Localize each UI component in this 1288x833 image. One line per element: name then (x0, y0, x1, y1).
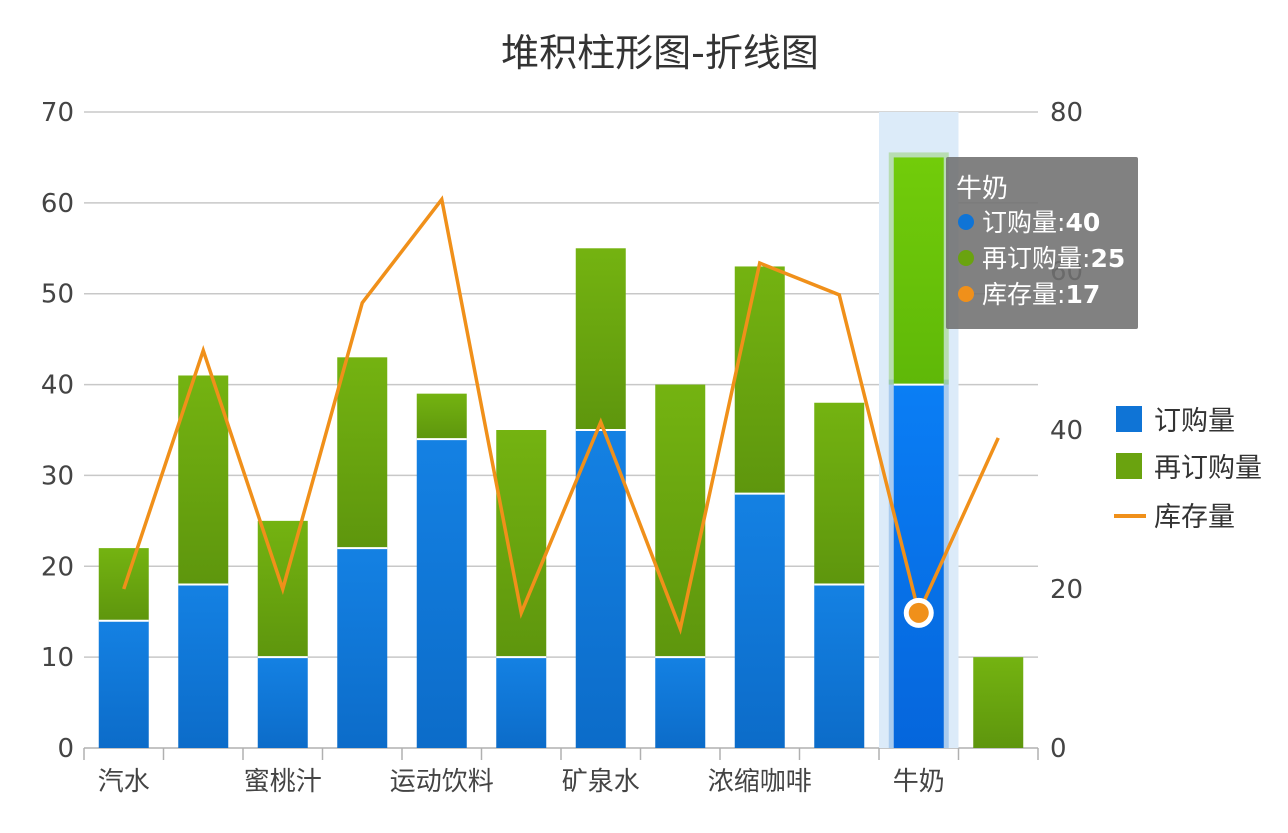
bar-order[interactable] (734, 493, 785, 748)
bar-reorder[interactable] (734, 266, 785, 494)
y-left-tick-label: 30 (41, 461, 74, 491)
bar-order[interactable] (575, 430, 626, 748)
x-tick-label: 浓缩咖啡 (708, 767, 812, 797)
legend-label[interactable]: 订购量 (1154, 406, 1235, 437)
bar-reorder[interactable] (575, 248, 626, 430)
bar-order[interactable] (893, 384, 944, 748)
legend-label[interactable]: 再订购量 (1154, 453, 1262, 484)
y-left-tick-label: 10 (41, 643, 74, 673)
y-left-tick-label: 0 (57, 734, 74, 764)
bar-reorder[interactable] (973, 657, 1024, 748)
y-right-tick-label: 0 (1050, 734, 1067, 764)
tooltip-marker (958, 214, 974, 230)
x-tick-label: 蜜桃汁 (244, 767, 322, 797)
bar-reorder[interactable] (496, 430, 547, 658)
bar-order[interactable] (337, 548, 388, 748)
axes: 010203040506070020406080汽水蜜桃汁运动饮料矿泉水浓缩咖啡… (41, 98, 1083, 797)
y-right-tick-label: 40 (1050, 416, 1083, 446)
x-tick-label: 牛奶 (893, 767, 945, 797)
bar-order[interactable] (98, 620, 149, 748)
stock-line-path[interactable] (122, 195, 1000, 635)
y-left-tick-label: 40 (41, 371, 74, 401)
bar-order[interactable] (257, 657, 308, 748)
legend-label[interactable]: 库存量 (1154, 502, 1235, 533)
legend-swatch-reorder (1116, 453, 1142, 479)
gridlines (84, 111, 1038, 749)
x-tick-label: 汽水 (98, 767, 150, 797)
tooltip-item: 再订购量:25 (982, 244, 1125, 273)
bars[interactable] (98, 152, 1024, 748)
bar-reorder[interactable] (178, 375, 229, 585)
x-tick-label: 矿泉水 (562, 767, 640, 797)
stock-line[interactable] (122, 195, 1000, 635)
x-tick-label: 运动饮料 (390, 767, 494, 797)
bar-order[interactable] (655, 657, 706, 748)
bar-order[interactable] (178, 584, 229, 748)
chart-title: 堆积柱形图-折线图 (501, 31, 819, 75)
y-right-tick-label: 20 (1050, 575, 1083, 605)
tooltip-marker (958, 286, 974, 302)
bar-reorder[interactable] (337, 357, 388, 549)
y-left-tick-label: 70 (41, 98, 74, 128)
y-left-tick-label: 60 (41, 189, 74, 219)
bar-reorder[interactable] (814, 402, 865, 585)
bar-order[interactable] (496, 657, 547, 748)
y-left-tick-label: 50 (41, 280, 74, 310)
y-right-tick-label: 80 (1050, 98, 1083, 128)
tooltip-box (946, 157, 1138, 329)
bar-reorder[interactable] (655, 384, 706, 658)
tooltip-marker (958, 250, 974, 266)
y-left-tick-label: 20 (41, 552, 74, 582)
bar-reorder[interactable] (893, 157, 944, 385)
tooltip-title: 牛奶 (956, 174, 1008, 204)
stock-point[interactable] (908, 602, 929, 623)
bar-order[interactable] (416, 439, 467, 748)
legend-swatch-order (1116, 406, 1142, 432)
tooltip-item: 订购量:40 (982, 208, 1100, 237)
bar-order[interactable] (814, 584, 865, 748)
bar-reorder[interactable] (416, 393, 467, 440)
tooltip-item: 库存量:17 (982, 280, 1100, 309)
